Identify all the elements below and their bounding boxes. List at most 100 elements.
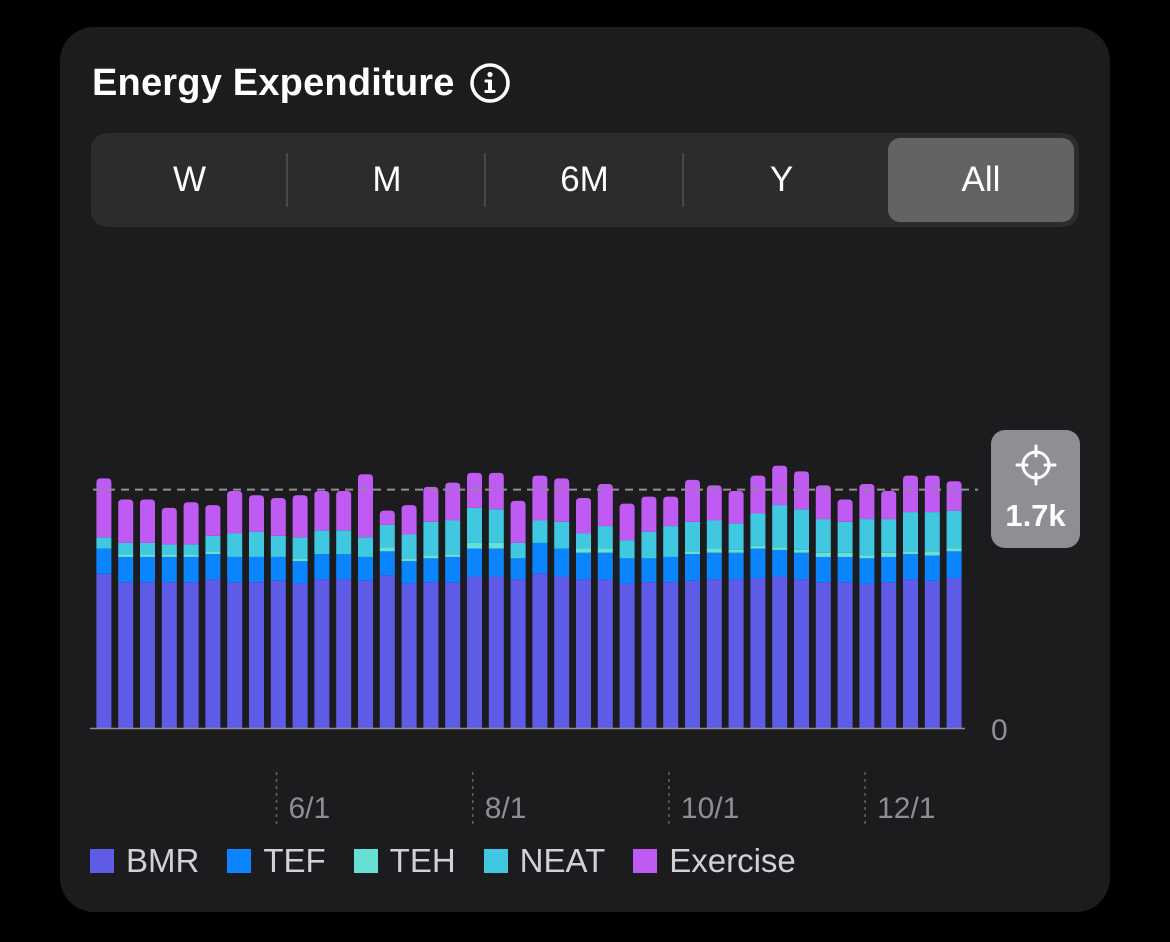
bar-segment-neat xyxy=(314,530,330,555)
bar-segment-bmr xyxy=(619,583,635,728)
bar-segment-neat xyxy=(445,520,461,555)
bar-segment-bmr xyxy=(336,579,352,728)
bar-segment-bmr xyxy=(423,582,439,728)
bar-segment-tef xyxy=(401,561,417,584)
bar-segment-neat xyxy=(358,537,373,557)
range-tab-all[interactable]: All xyxy=(888,138,1074,222)
bar-segment-teh xyxy=(859,555,875,559)
bar-segment-bmr xyxy=(205,579,221,728)
bar-segment-exercise xyxy=(205,505,221,536)
x-tick-label: 6/1 xyxy=(289,792,331,825)
bar-segment-bmr xyxy=(161,582,177,728)
bar-segment-bmr xyxy=(859,583,875,728)
bar-segment-neat xyxy=(837,521,853,553)
bar-segment-exercise xyxy=(379,510,395,525)
bar-segment-bmr xyxy=(118,582,134,728)
bar-segment-bmr xyxy=(249,582,264,728)
bar-segment-tef xyxy=(728,552,744,580)
crosshair-icon xyxy=(1015,444,1057,486)
bar-segment-neat xyxy=(292,537,308,559)
bar-segment-tef xyxy=(706,552,722,580)
range-tab-label: M xyxy=(372,160,402,199)
bar-segment-exercise xyxy=(597,484,613,527)
bar-segment-neat xyxy=(685,521,700,552)
legend-label: TEH xyxy=(389,842,456,879)
bar-segment-teh xyxy=(924,551,940,556)
range-tab-week[interactable]: W xyxy=(91,133,288,227)
bar-segment-tef xyxy=(423,558,439,583)
bar-segment-teh xyxy=(292,558,308,562)
bar-segment-neat xyxy=(401,534,417,559)
legend-swatch-tef xyxy=(227,849,252,873)
bar-segment-tef xyxy=(554,548,570,577)
bar-segment-teh xyxy=(401,558,417,562)
bar-segment-bmr xyxy=(292,583,308,728)
bar-segment-bmr xyxy=(510,579,526,728)
bar-segment-bmr xyxy=(445,582,461,728)
bar-segment-exercise xyxy=(946,481,962,511)
bar-segment-exercise xyxy=(358,474,373,538)
bar-segment-tef xyxy=(903,554,918,580)
bar-segment-bmr xyxy=(96,573,112,728)
legend-label: NEAT xyxy=(519,842,606,879)
segment-divider xyxy=(484,153,486,207)
info-circle-icon[interactable] xyxy=(469,62,511,104)
bar-segment-teh xyxy=(946,548,962,552)
range-tab-six-months[interactable]: 6M xyxy=(486,133,683,227)
bar-segment-exercise xyxy=(706,485,722,521)
legend-swatch-bmr xyxy=(90,849,114,873)
segment-divider xyxy=(286,153,288,207)
bar-segment-tef xyxy=(924,555,940,581)
bar-segment-exercise xyxy=(336,491,352,531)
bar-segment-exercise xyxy=(401,505,417,535)
bar-segment-tef xyxy=(837,556,853,583)
bar-segment-bmr xyxy=(728,579,744,728)
bar-segment-teh xyxy=(183,554,199,557)
bar-segment-exercise xyxy=(249,495,264,532)
bar-segment-teh xyxy=(706,548,722,553)
bar-segment-neat xyxy=(706,520,722,549)
bar-segment-bmr xyxy=(379,575,395,728)
legend-item-bmr: BMR xyxy=(90,842,199,880)
bar-segment-neat xyxy=(554,521,570,549)
bar-segment-teh xyxy=(794,549,809,553)
range-tab-label: W xyxy=(172,160,207,199)
card-header: Energy Expenditure xyxy=(92,58,511,108)
bar-segment-exercise xyxy=(924,475,940,513)
bar-segment-tef xyxy=(379,551,395,576)
bar-segment-tef xyxy=(576,552,591,580)
range-tab-month[interactable]: M xyxy=(288,133,486,227)
bar-segment-bmr xyxy=(641,582,657,728)
bar-segment-exercise xyxy=(423,486,439,522)
bar-segment-teh xyxy=(815,552,831,557)
bar-segment-tef xyxy=(161,556,177,583)
bar-segment-exercise xyxy=(815,485,831,520)
bar-segment-bmr xyxy=(881,582,897,728)
bar-segment-exercise xyxy=(554,478,570,522)
bar-segment-exercise xyxy=(532,475,548,521)
bar-segment-neat xyxy=(336,530,352,555)
bar-segment-exercise xyxy=(140,499,155,543)
bar-segment-neat xyxy=(488,509,504,543)
bar-segment-neat xyxy=(815,519,831,553)
bar-segment-teh xyxy=(576,548,591,553)
bar-segment-exercise xyxy=(772,465,788,506)
bar-segment-bmr xyxy=(663,582,679,728)
bar-segment-neat xyxy=(532,520,548,543)
chart-legend: BMR TEF TEH NEAT Exercise xyxy=(90,838,824,884)
range-tab-year[interactable]: Y xyxy=(683,133,880,227)
bar-segment-neat xyxy=(641,531,657,559)
bar-segment-exercise xyxy=(576,498,591,534)
bar-segment-neat xyxy=(96,537,112,549)
bar-segment-exercise xyxy=(728,491,744,524)
bar-segment-tef xyxy=(946,551,962,578)
target-badge[interactable]: 1.7k xyxy=(991,430,1080,548)
legend-swatch-exercise xyxy=(633,849,658,873)
bar-segment-bmr xyxy=(576,579,591,728)
bar-segment-tef xyxy=(292,561,308,584)
bar-segment-tef xyxy=(619,558,635,584)
bar-segment-neat xyxy=(794,509,809,550)
bar-segment-neat xyxy=(576,533,591,549)
bar-segment-exercise xyxy=(96,478,112,538)
bar-segment-neat xyxy=(227,533,243,557)
